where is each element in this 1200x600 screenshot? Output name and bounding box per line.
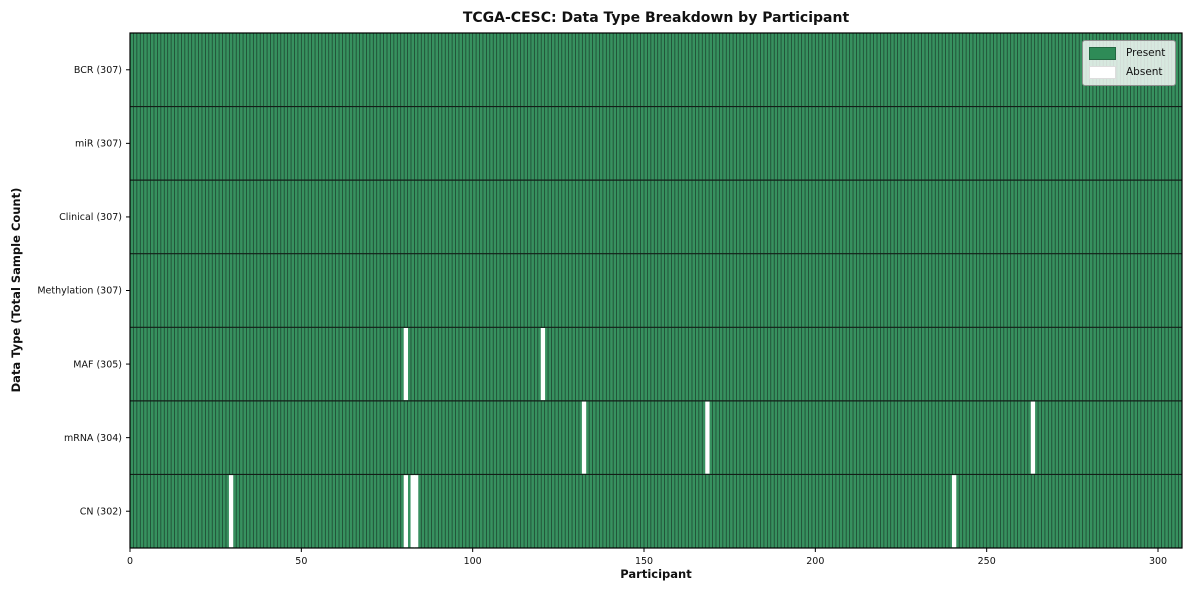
x-tick-label-0: 0 [127, 556, 133, 567]
legend-item-absent: Absent [1089, 66, 1167, 79]
absent-cell-CN-82 [410, 475, 415, 548]
absent-cell-mRNA-168 [705, 401, 710, 474]
y-tick-label-MAF: MAF (305) [73, 359, 122, 370]
absent-cell-mRNA-263 [1030, 401, 1036, 474]
legend-item-present: Present [1089, 47, 1167, 60]
x-tick-label-50: 50 [295, 556, 307, 567]
absent-cell-CN-240 [951, 475, 957, 548]
absent-cell-MAF-120 [540, 327, 546, 401]
absent-cell-MAF-80 [403, 327, 409, 401]
chart-title: TCGA-CESC: Data Type Breakdown by Partic… [462, 10, 850, 26]
row-divider-lines [130, 105, 1182, 476]
y-tick-label-CN: CN (302) [80, 506, 122, 517]
absent-cell-mRNA-132 [581, 401, 587, 474]
x-tick-label-250: 250 [978, 556, 996, 567]
y-tick-label-Clinical: Clinical (307) [59, 212, 122, 223]
x-tick-label-100: 100 [464, 556, 482, 567]
y-tick-label-BCR: BCR (307) [74, 65, 122, 76]
absent-cell-CN-29 [228, 475, 234, 548]
legend-swatch-absent-icon [1089, 66, 1116, 79]
legend-label-absent: Absent [1126, 66, 1163, 79]
y-tick-label-miR: miR (307) [75, 139, 122, 150]
x-axis-title: Participant [620, 567, 692, 581]
legend-swatch-present-icon [1089, 47, 1116, 60]
legend-label-present: Present [1126, 47, 1166, 60]
legend: Present Absent [1082, 40, 1176, 86]
y-tick-label-mRNA: mRNA (304) [64, 433, 122, 444]
x-tick-label-300: 300 [1149, 556, 1167, 567]
absent-cell-CN-80 [403, 475, 409, 548]
y-tick-label-Methylation: Methylation (307) [37, 286, 122, 297]
x-tick-label-200: 200 [806, 556, 824, 567]
absent-cell-CN-83 [413, 475, 419, 548]
present-cells-area [130, 33, 1182, 548]
x-tick-label-150: 150 [635, 556, 653, 567]
